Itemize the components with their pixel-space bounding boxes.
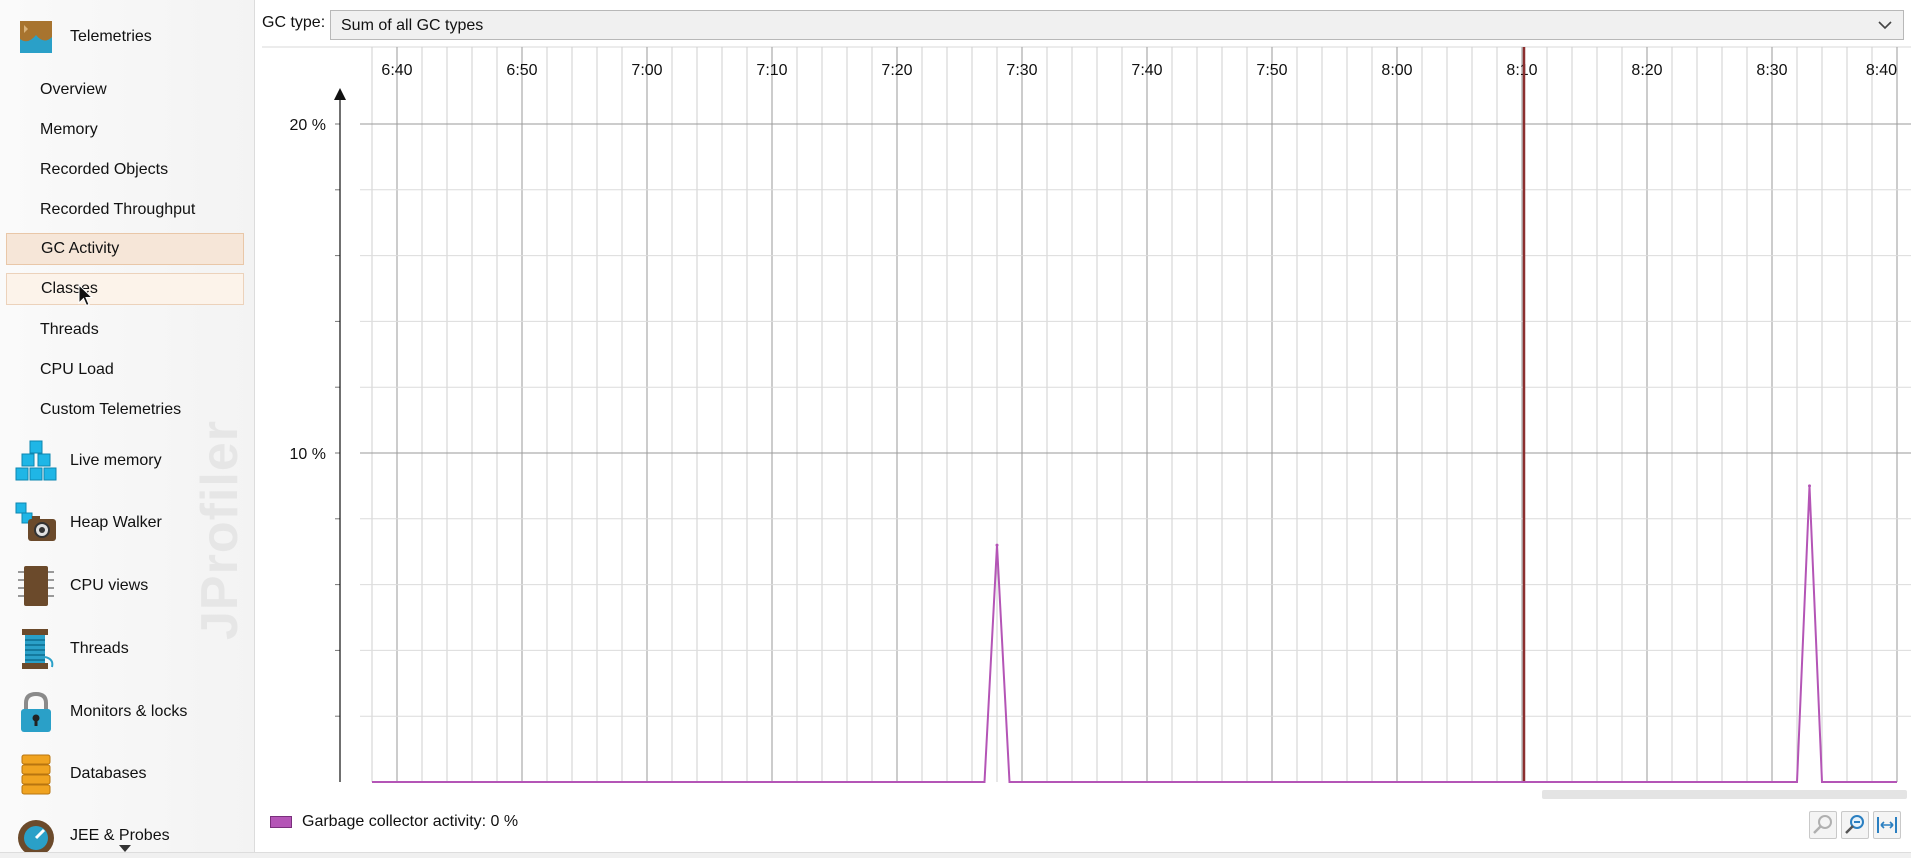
x-tick-label: 7:50: [1256, 62, 1287, 79]
sidebar-category-label: Telemetries: [70, 28, 152, 45]
series-line: [372, 485, 1897, 783]
sidebar-item-label: Recorded Throughput: [40, 201, 196, 218]
sidebar-category-heap-walker[interactable]: Heap Walker: [14, 498, 250, 548]
sidebar-item-recorded-throughput[interactable]: Recorded Throughput: [6, 194, 244, 226]
sidebar-item-label: CPU Load: [40, 361, 114, 378]
x-tick-label: 7:30: [1006, 62, 1037, 79]
sidebar-category-label: Monitors & locks: [70, 703, 188, 720]
sidebar-category-cpu-views[interactable]: CPU views: [14, 561, 250, 611]
sidebar-category-jee-probes[interactable]: JEE & Probes: [14, 811, 250, 857]
sidebar-item-recorded-objects[interactable]: Recorded Objects: [6, 154, 244, 186]
sidebar-category-monitors-locks[interactable]: Monitors & locks: [14, 687, 250, 737]
sidebar-item-threads[interactable]: Threads: [6, 314, 244, 346]
x-tick-label: 7:10: [756, 62, 787, 79]
sidebar-item-label: Threads: [40, 321, 99, 338]
x-tick-label: 8:40: [1866, 62, 1897, 79]
y-axis-arrow-icon: [334, 88, 346, 100]
x-tick-label: 7:00: [631, 62, 662, 79]
status-bar: [0, 852, 1911, 858]
sidebar-category-label: JEE & Probes: [70, 827, 170, 844]
sidebar-category-label: Live memory: [70, 452, 162, 469]
fit-button[interactable]: [1873, 811, 1901, 839]
sidebar-item-custom-telemetries[interactable]: Custom Telemetries: [6, 394, 244, 426]
threads-icon: [14, 627, 58, 671]
y-tick-label: 10 %: [290, 446, 326, 463]
sidebar-item-overview[interactable]: Overview: [6, 74, 244, 106]
chart-legend: Garbage collector activity: 0 %: [270, 812, 518, 832]
sidebar-category-label: Heap Walker: [70, 514, 162, 531]
sidebar-category-databases[interactable]: Databases: [14, 749, 250, 799]
sidebar-item-gc-activity[interactable]: GC Activity: [6, 233, 244, 265]
jee-probes-icon: [14, 814, 58, 857]
x-tick-label: 8:20: [1631, 62, 1662, 79]
x-tick-label: 6:40: [381, 62, 412, 79]
sidebar-category-telemetries[interactable]: Telemetries: [14, 12, 250, 62]
chevron-down-icon: [1878, 21, 1892, 30]
cpu-views-icon: [14, 564, 58, 608]
sidebar-category-label: Threads: [70, 640, 129, 657]
series-peak-point: [1808, 484, 1811, 488]
sidebar-item-classes[interactable]: Classes: [6, 273, 244, 305]
x-tick-label: 6:50: [506, 62, 537, 79]
sidebar-item-label: Recorded Objects: [40, 161, 169, 178]
telemetries-icon: [14, 15, 58, 59]
gc-type-label: GC type:: [262, 14, 326, 31]
x-tick-label: 7:40: [1131, 62, 1162, 79]
sidebar-item-label: Custom Telemetries: [40, 401, 182, 418]
zoom-out-button[interactable]: [1841, 811, 1869, 839]
legend-label: Garbage collector activity: 0 %: [302, 813, 519, 830]
legend-swatch: [270, 816, 292, 828]
sidebar-item-memory[interactable]: Memory: [6, 114, 244, 146]
x-tick-label: 7:20: [881, 62, 912, 79]
sidebar: Telemetries Overview Memory Recorded Obj…: [0, 0, 255, 857]
sidebar-item-cpu-load[interactable]: CPU Load: [6, 354, 244, 386]
series-peak-point: [995, 543, 999, 547]
sidebar-item-label: Memory: [40, 121, 98, 138]
sidebar-scroll-down-icon[interactable]: [119, 845, 131, 852]
sidebar-item-label: GC Activity: [41, 240, 120, 257]
x-tick-label: 8:00: [1381, 62, 1412, 79]
gc-type-value: Sum of all GC types: [341, 17, 484, 34]
x-tick-label: 8:10: [1506, 62, 1537, 79]
sidebar-item-label: Overview: [40, 81, 107, 98]
mouse-cursor-icon: [78, 284, 94, 307]
horizontal-scrollbar[interactable]: [1542, 790, 1907, 799]
zoom-in-button[interactable]: [1809, 811, 1837, 839]
lock-icon: [14, 690, 58, 734]
fit-icon: [1877, 817, 1897, 833]
y-tick-label: 20 %: [290, 117, 326, 134]
heap-walker-icon: [14, 501, 58, 545]
x-tick-label: 8:30: [1756, 62, 1787, 79]
live-memory-icon: [14, 439, 58, 483]
databases-icon: [14, 752, 58, 796]
sidebar-category-live-memory[interactable]: Live memory: [14, 436, 250, 486]
zoom-in-icon: [1813, 815, 1832, 834]
sidebar-category-threads[interactable]: Threads: [14, 624, 250, 674]
sidebar-category-label: Databases: [70, 765, 147, 782]
gc-type-select[interactable]: Sum of all GC types: [330, 10, 1904, 40]
zoom-out-icon: [1845, 815, 1864, 834]
sidebar-category-label: CPU views: [70, 577, 149, 594]
